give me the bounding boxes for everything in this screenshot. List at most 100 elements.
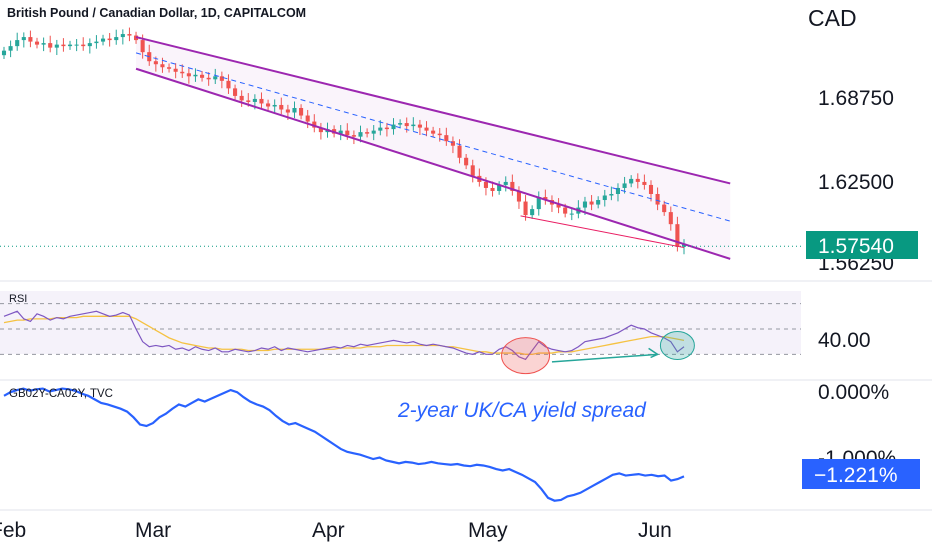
candle-body [266,103,271,107]
candle-body [239,95,244,101]
time-label-may: May [468,519,508,542]
candle-body [629,178,634,184]
candle-body [391,124,396,130]
candle-body [662,204,667,213]
candle-body [530,209,535,216]
price-support-line [520,215,685,249]
candle-body [160,64,165,68]
candle-body [536,197,541,210]
candle-body [378,127,383,131]
candle-body [510,181,515,191]
candle-body [470,165,475,176]
candle-body [556,204,561,208]
candle-body [74,44,79,46]
last-price-label: 1.57540 [818,235,894,258]
price-tick-2: 1.62500 [818,171,894,194]
rsi-label[interactable]: RSI [9,293,27,305]
candle-body [200,74,205,78]
last-spread-badge [802,459,920,489]
regression-channel-fill [136,37,731,259]
candle-body [642,181,647,185]
candle-body [15,40,20,47]
candle-body [252,98,257,102]
candle-body [213,76,218,80]
spread-label[interactable]: GB02Y-CA02Y, TVC [9,388,113,400]
candle-body [127,34,132,36]
candle-body [140,40,145,53]
candle-body [41,43,46,45]
candle-body [318,127,323,133]
candle-body [292,107,297,113]
candle-body [464,157,469,166]
candle-body [404,123,409,127]
time-label-apr: Apr [312,519,345,542]
candle-body [543,197,548,201]
last-spread-label: −1.221% [814,464,898,487]
spread-tick-1: 0.000% [818,381,889,404]
candle-body [61,44,66,47]
rsi-low-circle [501,337,551,375]
channel-midline [135,52,731,222]
candle-body [675,224,680,247]
candle-body [167,67,172,69]
candle-body [635,178,640,182]
currency-label: CAD [808,5,857,31]
candle-body [206,77,211,80]
candle-body [437,133,442,136]
candle-body [569,213,574,215]
candle-body [384,127,389,130]
candle-body [563,207,568,214]
candle-body [34,41,40,45]
candle-body [153,61,158,65]
candle-body [398,123,403,125]
candle-body [365,132,370,134]
candle-body [444,135,449,142]
candle-body [1,50,7,56]
candle-body [490,187,495,191]
symbol-title[interactable]: British Pound / Canadian Dollar, 1D, CAP… [7,6,306,20]
price-tick-1: 1.68750 [818,87,894,110]
candle-body [219,76,224,81]
candle-body [681,243,687,247]
channel-area [136,37,731,259]
candlestick-series[interactable] [1,27,687,255]
candle-body [411,124,416,127]
candle-body [655,193,660,205]
candle-body [246,100,251,102]
candle-body [503,181,508,185]
candle-body [94,41,99,44]
candle-body [21,37,26,41]
candle-body [596,200,601,205]
spread-series[interactable] [3,387,685,502]
spread-annotation[interactable]: 2-year UK/CA yield spread [397,399,647,422]
candle-body [483,181,488,188]
rsi-tick: 40.00 [818,329,871,352]
candle-body [417,124,422,128]
candle-body [305,115,310,122]
candle-body [120,34,125,38]
drawing-annotations[interactable] [501,215,695,375]
candle-body [371,130,376,134]
candle-body [338,130,343,134]
candle-body [516,190,521,202]
candle-body [233,88,238,96]
candle-body [107,38,112,41]
candle-body [81,44,86,47]
candle-body [226,80,231,89]
candle-body [431,130,436,134]
candle-body [193,74,198,77]
candle-body [609,193,614,196]
candle-body [87,43,92,47]
candle-body [497,184,502,191]
candle-body [457,145,462,158]
candle-body [259,98,264,104]
time-label-jun: Jun [638,519,672,542]
candle-body [351,135,356,137]
rsi-series[interactable] [0,303,801,361]
channel-lower-line [135,67,731,260]
candle-body [114,37,119,41]
candle-body [54,44,59,48]
regression-channel[interactable] [0,36,801,260]
candle-body [424,127,429,131]
